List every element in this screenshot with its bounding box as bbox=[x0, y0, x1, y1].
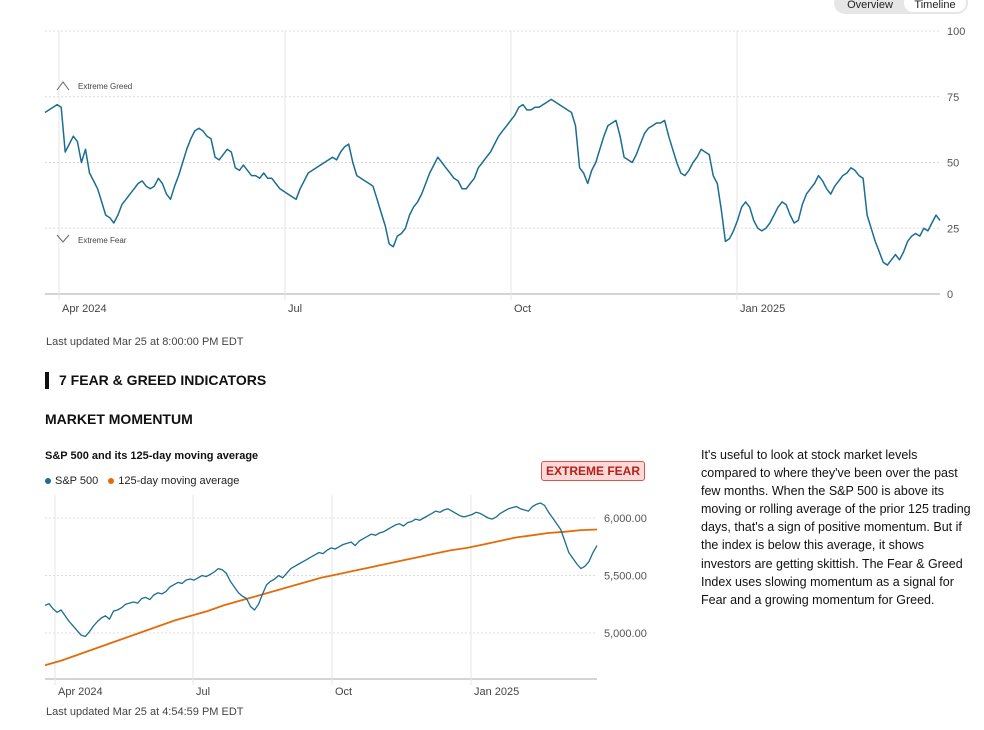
moving-average-line bbox=[44, 528, 598, 667]
fng-x-tick-label: Jul bbox=[288, 303, 302, 315]
chart-legend: S&P 500 125-day moving average bbox=[45, 475, 239, 487]
legend-label-moving-average: 125-day moving average bbox=[118, 475, 240, 487]
chevron-down-icon bbox=[56, 234, 70, 243]
extreme-fear-label: Extreme Fear bbox=[78, 236, 127, 245]
fng-y-tick-label: 75 bbox=[947, 92, 959, 104]
momentum-x-tick-label: Oct bbox=[335, 686, 352, 698]
view-toggle: Overview Timeline bbox=[834, 0, 968, 14]
rating-badge: EXTREME FEAR bbox=[541, 461, 645, 481]
fng-y-tick-label: 50 bbox=[947, 158, 959, 170]
legend-item-moving-average: 125-day moving average bbox=[108, 475, 239, 487]
legend-item-sp500: S&P 500 bbox=[45, 475, 98, 487]
indicator-description: It's useful to look at stock market leve… bbox=[701, 448, 971, 607]
extreme-greed-label: Extreme Greed bbox=[78, 82, 132, 91]
momentum-y-tick-label: 5,500.00 bbox=[604, 571, 647, 583]
market-momentum-title: MARKET MOMENTUM bbox=[45, 411, 193, 427]
sp500-dot-icon bbox=[45, 478, 51, 484]
momentum-y-tick-label: 6,000.00 bbox=[604, 513, 647, 525]
chevron-up-icon bbox=[56, 81, 70, 91]
moving-average-dot-icon bbox=[108, 478, 115, 484]
sp500-line bbox=[44, 502, 598, 638]
fear-greed-index-line bbox=[44, 98, 941, 266]
overview-tab[interactable]: Overview bbox=[847, 0, 893, 11]
fng-x-tick-label: Jan 2025 bbox=[740, 303, 785, 315]
momentum-y-tick-label: 5,000.00 bbox=[604, 628, 647, 640]
momentum-last-updated: Last updated Mar 25 at 4:54:59 PM EDT bbox=[46, 706, 244, 718]
fng-y-tick-label: 25 bbox=[947, 223, 959, 235]
section-title: 7 FEAR & GREED INDICATORS bbox=[45, 372, 266, 389]
fear-greed-timeline-chart: Extreme Greed Extreme Fear 0 25 50 75 100 Apr… bbox=[44, 26, 965, 315]
fng-y-tick-label: 100 bbox=[947, 26, 965, 38]
fng-last-updated: Last updated Mar 25 at 8:00:00 PM EDT bbox=[46, 336, 244, 348]
momentum-x-tick-label: Jan 2025 bbox=[474, 686, 519, 698]
momentum-x-tick-label: Jul bbox=[196, 686, 210, 698]
fng-y-tick-label: 0 bbox=[947, 289, 953, 301]
fng-x-tick-label: Apr 2024 bbox=[62, 303, 107, 315]
momentum-chart-title: S&P 500 and its 125-day moving average bbox=[45, 450, 259, 462]
fng-x-tick-label: Oct bbox=[514, 303, 531, 315]
legend-label-sp500: S&P 500 bbox=[55, 475, 99, 487]
timeline-tab[interactable]: Timeline bbox=[904, 0, 966, 12]
momentum-x-tick-label: Apr 2024 bbox=[58, 686, 103, 698]
